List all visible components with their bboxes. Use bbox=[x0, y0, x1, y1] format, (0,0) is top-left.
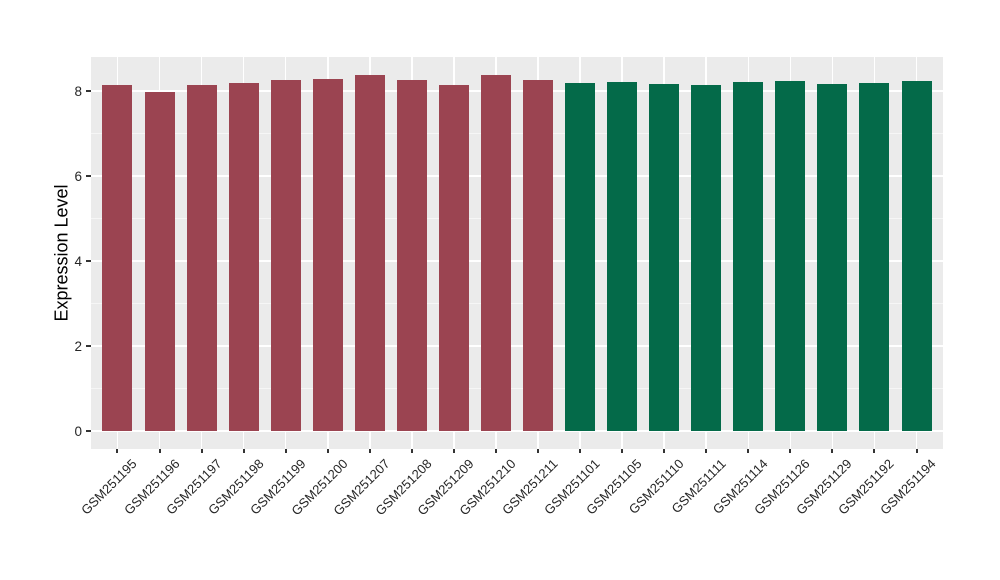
x-tick-mark bbox=[494, 449, 497, 453]
x-tick-mark bbox=[242, 449, 245, 453]
x-tick-mark bbox=[537, 449, 540, 453]
plot-panel bbox=[91, 57, 943, 449]
x-tick-mark bbox=[915, 449, 918, 453]
x-tick-mark bbox=[200, 449, 203, 453]
y-tick-label: 2 bbox=[74, 339, 82, 355]
bar bbox=[523, 80, 554, 432]
y-tick-label: 0 bbox=[74, 424, 82, 440]
x-tick-mark bbox=[705, 449, 708, 453]
y-axis-title: Expression Level bbox=[51, 184, 72, 322]
bar bbox=[102, 85, 133, 432]
gridline-major bbox=[91, 260, 943, 263]
bar bbox=[565, 82, 596, 432]
y-tick-mark bbox=[86, 260, 91, 263]
gridline-minor bbox=[91, 388, 943, 390]
y-tick-mark bbox=[86, 345, 91, 348]
y-tick-mark bbox=[86, 430, 91, 433]
x-tick-mark bbox=[873, 449, 876, 453]
x-tick-mark bbox=[621, 449, 624, 453]
bar bbox=[396, 80, 427, 432]
bar bbox=[270, 79, 301, 432]
y-tick-label: 4 bbox=[74, 254, 82, 270]
bar bbox=[775, 80, 806, 432]
bar bbox=[186, 84, 217, 432]
x-tick-mark bbox=[116, 449, 119, 453]
gridline-minor bbox=[91, 218, 943, 220]
gridline-major bbox=[91, 90, 943, 92]
x-tick-mark bbox=[452, 449, 455, 453]
x-tick-mark bbox=[368, 449, 371, 453]
gridline-minor bbox=[91, 133, 943, 135]
x-tick-mark bbox=[831, 449, 834, 453]
gridline-major bbox=[91, 175, 943, 178]
bar bbox=[144, 91, 175, 432]
bar bbox=[438, 84, 469, 432]
x-tick-mark bbox=[158, 449, 161, 453]
x-tick-mark bbox=[579, 449, 582, 453]
bar bbox=[859, 82, 890, 432]
x-tick-mark bbox=[326, 449, 329, 453]
x-tick-mark bbox=[410, 449, 413, 453]
bar bbox=[691, 84, 722, 432]
x-tick-mark bbox=[663, 449, 666, 453]
y-tick-mark bbox=[86, 90, 91, 92]
bar bbox=[228, 82, 259, 432]
bar bbox=[312, 78, 343, 432]
bar bbox=[649, 83, 680, 432]
x-tick-mark bbox=[789, 449, 792, 453]
y-tick-mark bbox=[86, 175, 91, 178]
x-tick-mark bbox=[284, 449, 287, 453]
bar bbox=[901, 81, 932, 432]
bar bbox=[733, 82, 764, 432]
x-tick-mark bbox=[747, 449, 750, 453]
y-tick-label: 6 bbox=[74, 169, 82, 185]
gridline-major bbox=[91, 345, 943, 348]
bar bbox=[480, 75, 511, 432]
bar bbox=[817, 83, 848, 432]
bar bbox=[607, 81, 638, 432]
y-tick-label: 8 bbox=[74, 84, 82, 99]
gridline-minor bbox=[91, 303, 943, 305]
bar bbox=[354, 75, 385, 432]
gridline-major bbox=[91, 430, 943, 433]
